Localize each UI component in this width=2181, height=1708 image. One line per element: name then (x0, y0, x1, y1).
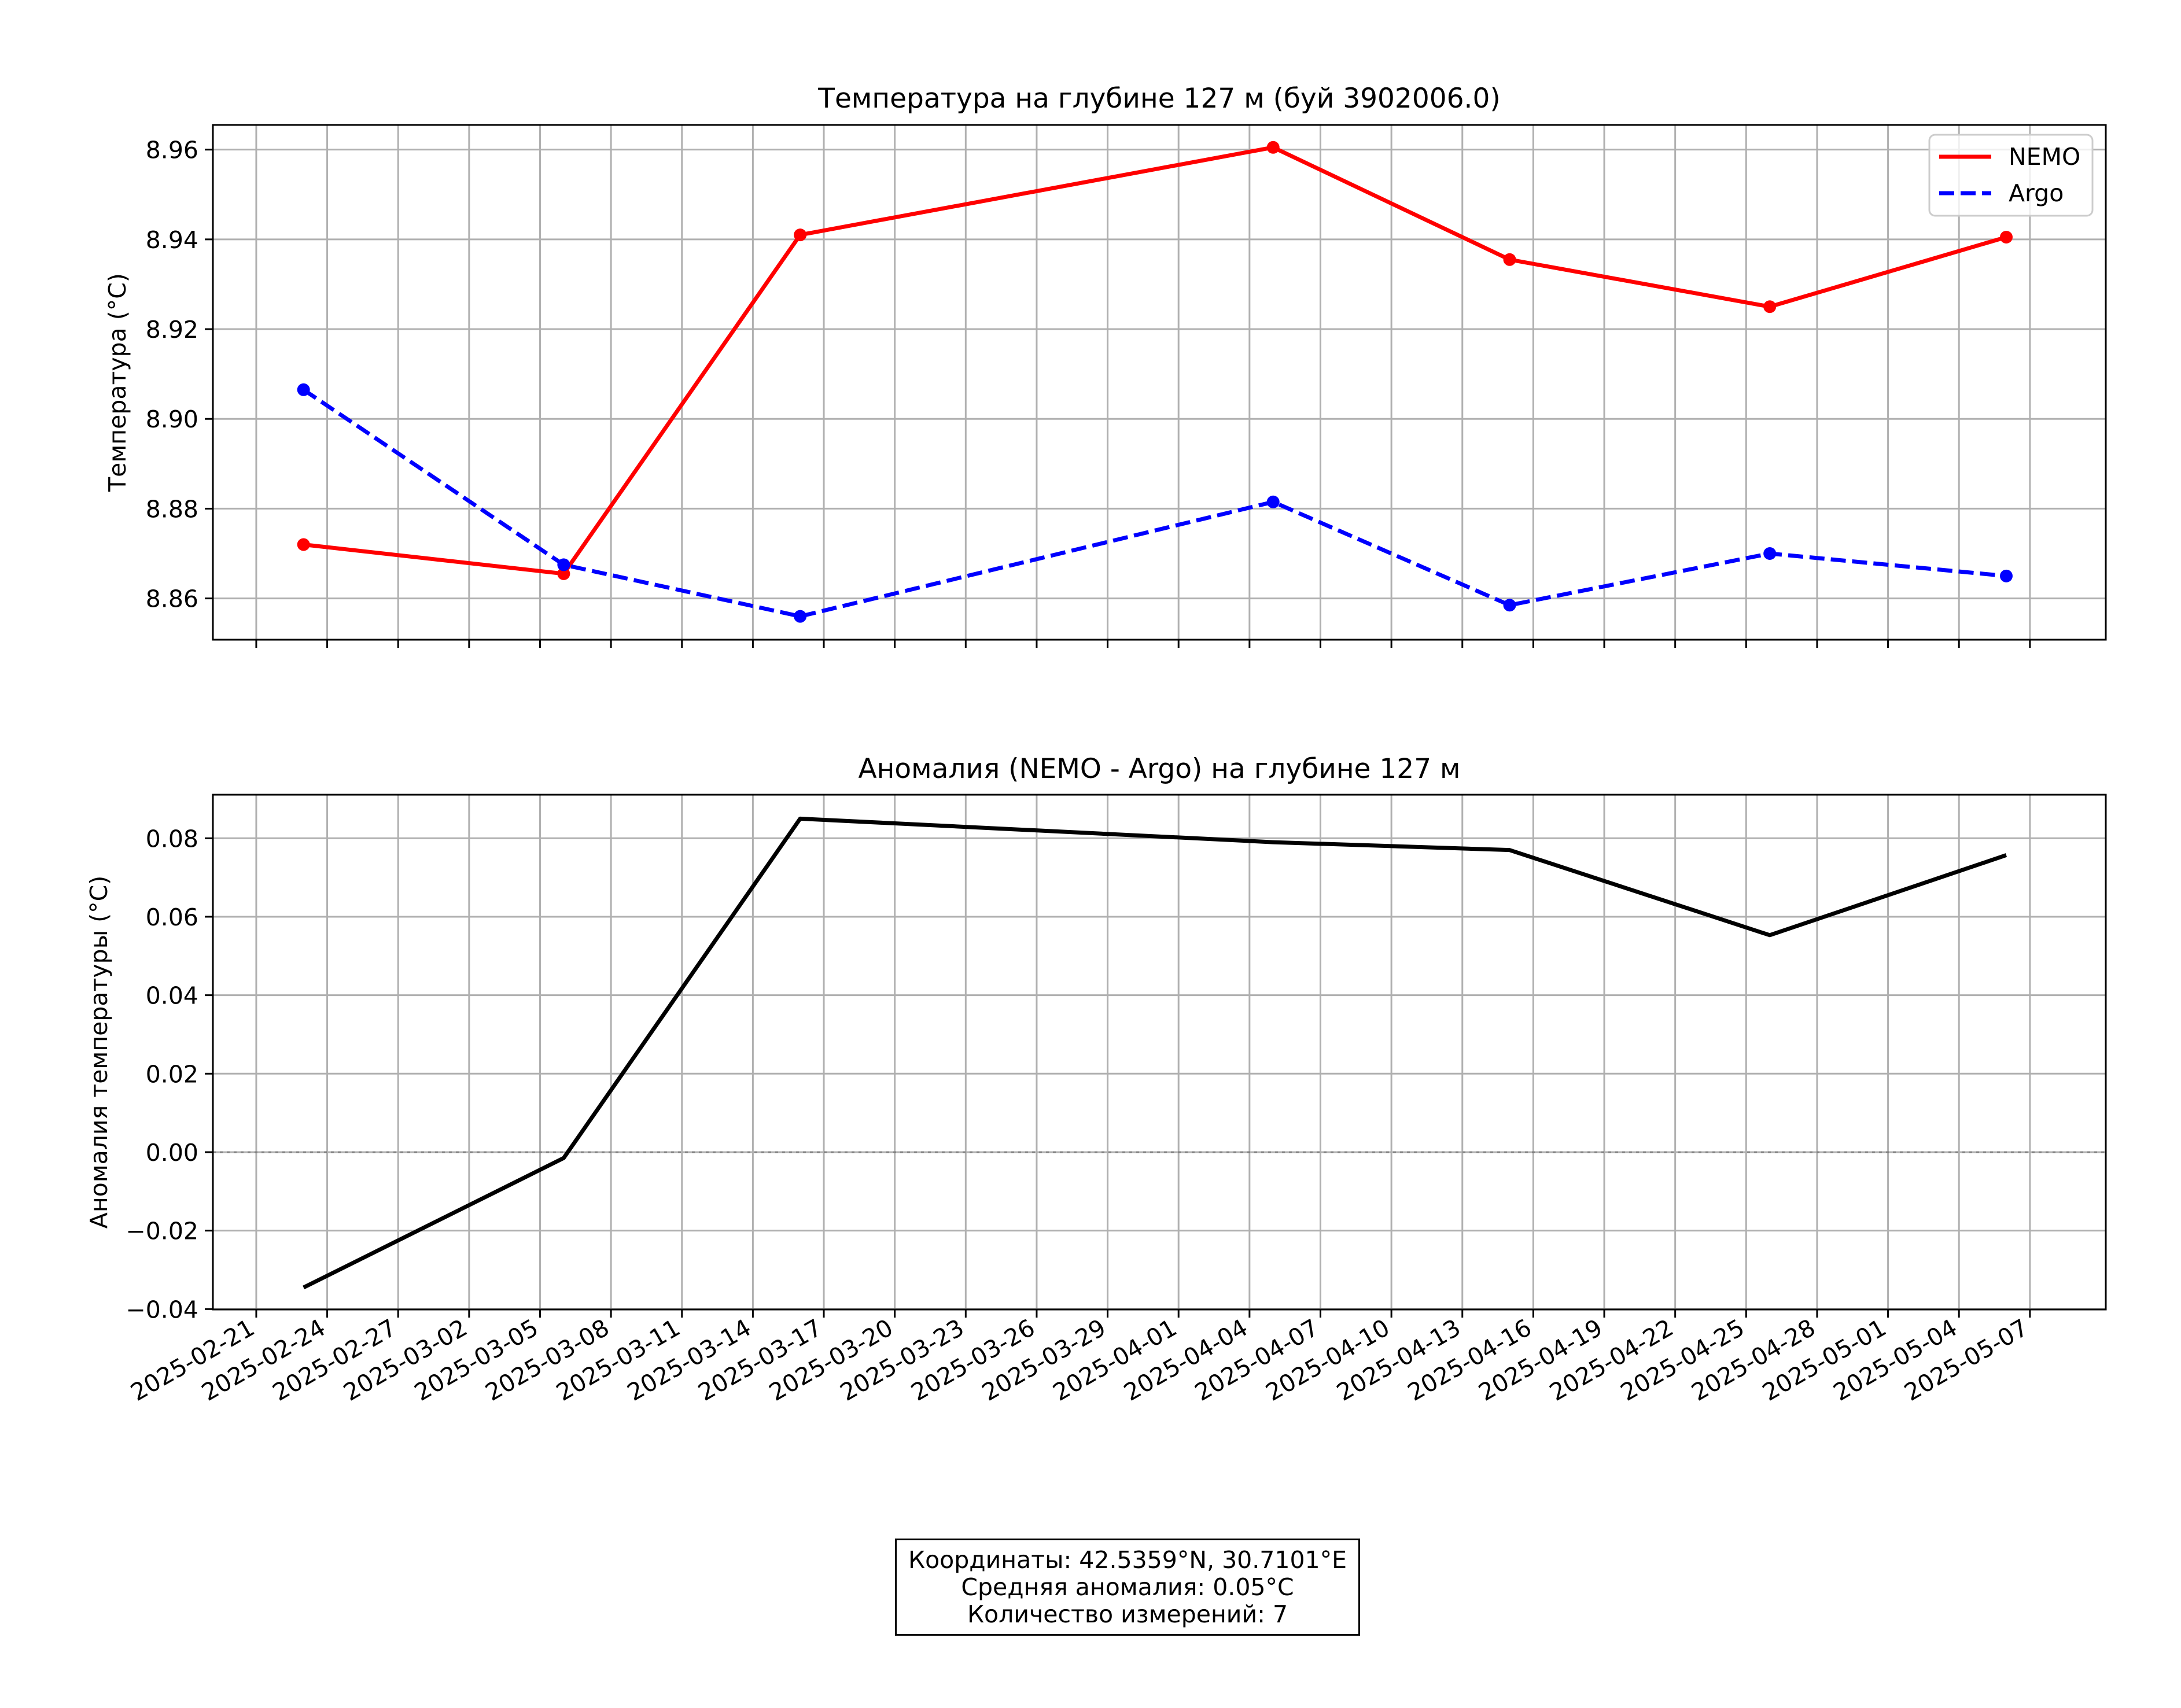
nemo-point (1266, 141, 1280, 154)
temperature-axes-frame (212, 124, 2107, 641)
argo-point (1763, 547, 1777, 560)
anomaly-y-tick-label: 0.04 (146, 982, 198, 1010)
argo-point (297, 383, 310, 396)
anomaly-panel: −0.04 −0.02 0.00 0.02 0.04 0.06 0.08 2025-02-2… (85, 753, 2107, 1407)
argo-point (1503, 599, 1516, 612)
anomaly-y-tick-label: 0.00 (146, 1139, 198, 1167)
nemo-point (1763, 300, 1777, 313)
temperature-chart-title: Температура на глубине 127 м (буй 390200… (817, 83, 1500, 115)
legend: NEMO Argo (1928, 134, 2094, 217)
argo-point (557, 558, 570, 571)
anomaly-y-ticks: −0.04 −0.02 0.00 0.02 0.04 0.06 0.08 (126, 825, 213, 1323)
temperature-x-ticks (255, 640, 2031, 648)
temperature-y-tick-label: 8.94 (146, 226, 198, 254)
anomaly-y-tick-label: 0.06 (146, 903, 198, 931)
info-coordinates: Координаты: 42.5359°N, 30.7101°E (908, 1545, 1347, 1574)
temperature-y-tick-label: 8.86 (146, 585, 198, 613)
temperature-grid (213, 125, 2106, 640)
anomaly-axes-frame (212, 794, 2107, 1311)
anomaly-y-tick-label: −0.04 (126, 1296, 198, 1323)
temperature-y-tick-label: 8.90 (146, 405, 198, 433)
argo-point (1999, 569, 2013, 582)
anomaly-grid (213, 795, 2106, 1310)
anomaly-y-axis-label: Аномалия температуры (°C) (85, 876, 113, 1229)
nemo-point (794, 228, 807, 242)
nemo-point (297, 538, 310, 551)
nemo-point (1999, 230, 2013, 244)
info-mean-anomaly: Средняя аномалия: 0.05°C (961, 1573, 1294, 1601)
temperature-y-tick-label: 8.88 (146, 495, 198, 523)
anomaly-y-tick-label: −0.02 (126, 1218, 198, 1245)
anomaly-x-ticks: 2025-02-212025-02-242025-02-272025-03-02… (126, 1309, 2033, 1407)
legend-nemo-label: NEMO (2009, 143, 2080, 171)
nemo-point (1503, 253, 1516, 266)
argo-point (794, 610, 807, 623)
temperature-y-axis-label: Температура (°C) (104, 273, 131, 492)
anomaly-chart-title: Аномалия (NEMO - Argo) на глубине 127 м (858, 753, 1460, 785)
legend-argo-label: Argo (2009, 179, 2064, 207)
argo-line (302, 388, 2007, 619)
info-box: Координаты: 42.5359°N, 30.7101°E Средняя… (895, 1539, 1360, 1636)
temperature-y-tick-label: 8.92 (146, 316, 198, 344)
anomaly-y-tick-label: 0.08 (146, 825, 198, 853)
nemo-line (303, 145, 2007, 576)
temperature-series (297, 141, 2013, 623)
anomaly-series (303, 816, 2007, 1290)
anomaly-line (303, 816, 2007, 1290)
argo-point (1266, 495, 1280, 508)
info-measurement-count: Количество измерений: 7 (967, 1600, 1288, 1628)
anomaly-y-tick-label: 0.02 (146, 1060, 198, 1088)
temperature-y-tick-label: 8.96 (146, 137, 198, 164)
temperature-y-ticks: 8.86 8.88 8.90 8.92 8.94 8.96 (146, 137, 213, 613)
nemo-point (557, 567, 570, 580)
temperature-panel: 8.86 8.88 8.90 8.92 8.94 8.96 Температура на … (104, 83, 2107, 648)
